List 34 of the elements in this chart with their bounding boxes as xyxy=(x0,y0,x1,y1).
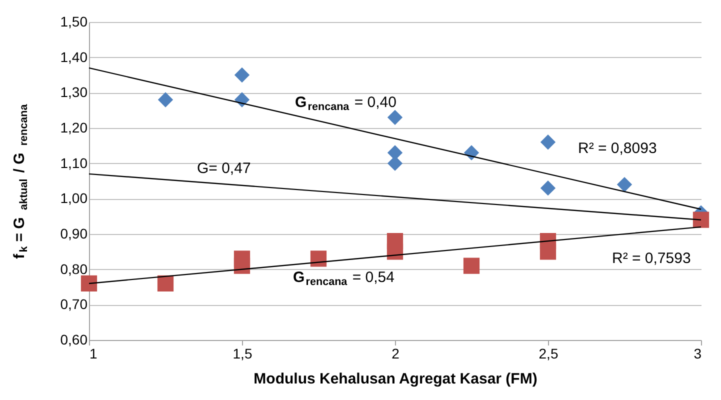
point xyxy=(157,275,174,292)
x-tick-label: 2 xyxy=(392,346,400,362)
point xyxy=(158,92,174,108)
annotation: G= 0,47 xyxy=(197,160,251,177)
point xyxy=(540,244,556,260)
y-tick-label: 1,20 xyxy=(60,120,88,136)
annotation: R² = 0,7593 xyxy=(612,250,691,267)
y-tick-label: 1,50 xyxy=(60,14,88,30)
y-tick-label: 0,80 xyxy=(60,260,88,277)
point xyxy=(310,250,327,267)
y-tick-label: 1,30 xyxy=(60,84,88,100)
x-tick-label: 3 xyxy=(694,346,702,362)
point xyxy=(616,176,632,192)
y-tick-label: 1,10 xyxy=(60,154,88,171)
point xyxy=(463,258,480,274)
y-tick-label: 0,90 xyxy=(60,226,88,242)
point xyxy=(387,110,403,125)
y-tick-label: 0,70 xyxy=(60,296,88,312)
point xyxy=(692,212,710,228)
x-tick-label: 1 xyxy=(90,346,98,362)
y-axis-title: fk = Gaktual / Grencana xyxy=(11,103,30,259)
point xyxy=(386,244,404,260)
y-tick-label: 1,40 xyxy=(60,48,88,65)
point xyxy=(540,134,556,150)
y-tick-label: 1,00 xyxy=(60,190,88,206)
y-tick-label: 0,60 xyxy=(60,332,88,348)
point xyxy=(80,275,98,292)
annotation: R² = 0,8093 xyxy=(578,140,657,157)
point xyxy=(234,67,250,83)
x-tick-label: 1,5 xyxy=(232,346,252,362)
point xyxy=(234,258,250,274)
x-tick-label: 2,5 xyxy=(538,346,558,362)
point xyxy=(540,180,556,196)
x-axis-title: Modulus Kehalusan Agregat Kasar (FM) xyxy=(254,370,538,388)
